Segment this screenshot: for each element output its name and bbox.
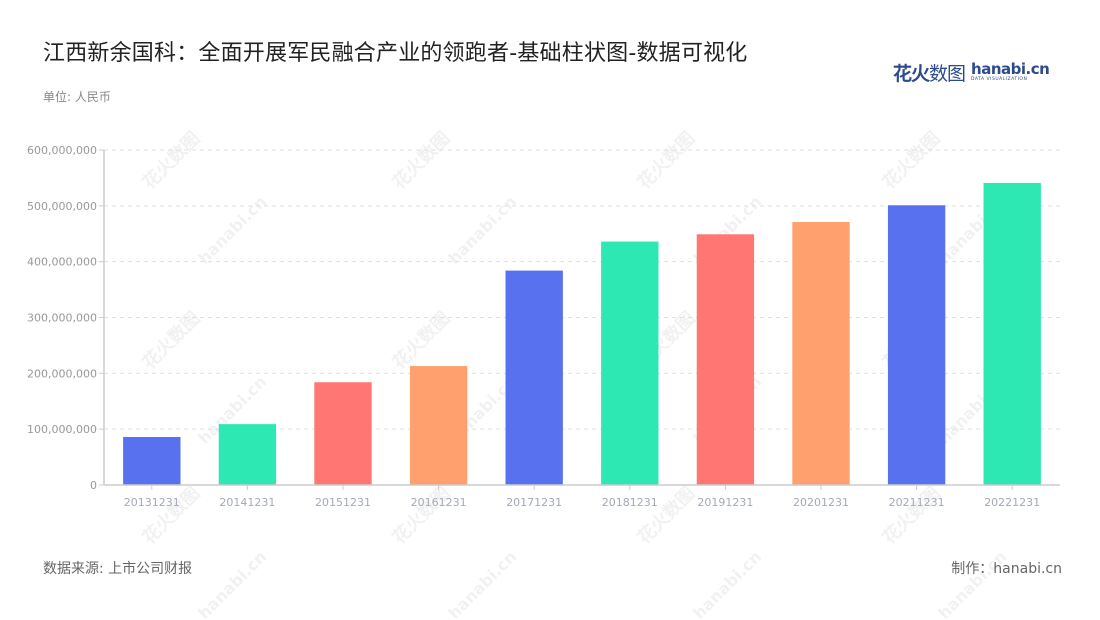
y-tick-label: 600,000,000 bbox=[27, 144, 97, 157]
watermark-text: 花火数图 bbox=[878, 127, 944, 193]
y-tick-label: 0 bbox=[90, 479, 97, 492]
watermark-text: 花火数图 bbox=[633, 482, 699, 548]
y-tick-label: 400,000,000 bbox=[27, 256, 97, 269]
watermark-text: hanabi.cn bbox=[444, 547, 520, 620]
x-tick-label: 20201231 bbox=[793, 496, 849, 509]
y-tick-label: 100,000,000 bbox=[27, 423, 97, 436]
watermark-text: hanabi.cn bbox=[194, 192, 270, 268]
x-tick-label: 20191231 bbox=[697, 496, 753, 509]
bar-20171231[interactable] bbox=[505, 270, 563, 485]
bar-20211231[interactable] bbox=[887, 205, 946, 485]
bar-20201231[interactable] bbox=[792, 222, 850, 485]
watermark-text: hanabi.cn bbox=[689, 547, 765, 620]
unit-label: 单位: 人民币 bbox=[43, 90, 111, 104]
x-tick-label: 20141231 bbox=[219, 496, 275, 509]
bar-20181231[interactable] bbox=[601, 241, 659, 485]
x-tick-label: 20171231 bbox=[506, 496, 562, 509]
logo-cn-bold: 花火 bbox=[893, 62, 930, 85]
bars bbox=[123, 182, 1041, 486]
bar-20131231[interactable] bbox=[123, 436, 181, 485]
watermark-text: 花火数图 bbox=[388, 482, 454, 548]
bar-20161231[interactable] bbox=[409, 366, 468, 485]
watermark-text: 花火数图 bbox=[388, 307, 454, 373]
logo-en-sub: DATA VISUALIZATION bbox=[971, 76, 1028, 82]
x-tick-label: 20221231 bbox=[984, 496, 1040, 509]
bar-20221231[interactable] bbox=[983, 182, 1041, 486]
x-tick-label: 20211231 bbox=[889, 496, 945, 509]
watermark-text: hanabi.cn bbox=[194, 547, 270, 620]
data-source: 数据来源: 上市公司财报 bbox=[43, 561, 193, 577]
y-tick-label: 300,000,000 bbox=[27, 312, 97, 325]
bar-20151231[interactable] bbox=[314, 382, 372, 485]
watermark-text: hanabi.cn bbox=[444, 192, 520, 268]
bar-20141231[interactable] bbox=[218, 424, 277, 485]
watermark-text: 花火数图 bbox=[138, 127, 204, 193]
chart-title: 江西新余国科：全面开展军民融合产业的领跑者-基础柱状图-数据可视化 bbox=[43, 41, 748, 66]
logo-cn-thin: 数图 bbox=[929, 62, 966, 85]
logo-en: hanabi.cn DATA VISUALIZATION bbox=[971, 59, 1050, 83]
logo-en-main: hanabi.cn bbox=[971, 59, 1050, 78]
x-tick-label: 20181231 bbox=[602, 496, 658, 509]
credit: 制作：hanabi.cn bbox=[951, 561, 1062, 577]
axes: 0 100,000,000 200,000,000 300,000,000 400,00… bbox=[27, 144, 1060, 509]
bar-20191231[interactable] bbox=[696, 234, 755, 485]
x-tick-label: 20161231 bbox=[411, 496, 467, 509]
watermark-layer: 花火数图hanabi.cn花火数图hanabi.cn花火数图hanabi.cn花… bbox=[138, 127, 1010, 620]
logo-cn: 花火数图 bbox=[893, 59, 966, 86]
y-tick-label: 500,000,000 bbox=[27, 200, 97, 213]
watermark-text: 花火数图 bbox=[633, 127, 699, 193]
y-tick-label: 200,000,000 bbox=[27, 367, 97, 380]
x-tick-label: 20151231 bbox=[315, 496, 371, 509]
brand-logo: 花火数图 hanabi.cn DATA VISUALIZATION bbox=[893, 59, 1050, 86]
x-tick-label: 20131231 bbox=[124, 496, 180, 509]
watermark-text: 花火数图 bbox=[878, 482, 944, 548]
watermark-text: 花火数图 bbox=[388, 127, 454, 193]
watermark-text: 花火数图 bbox=[138, 482, 204, 548]
